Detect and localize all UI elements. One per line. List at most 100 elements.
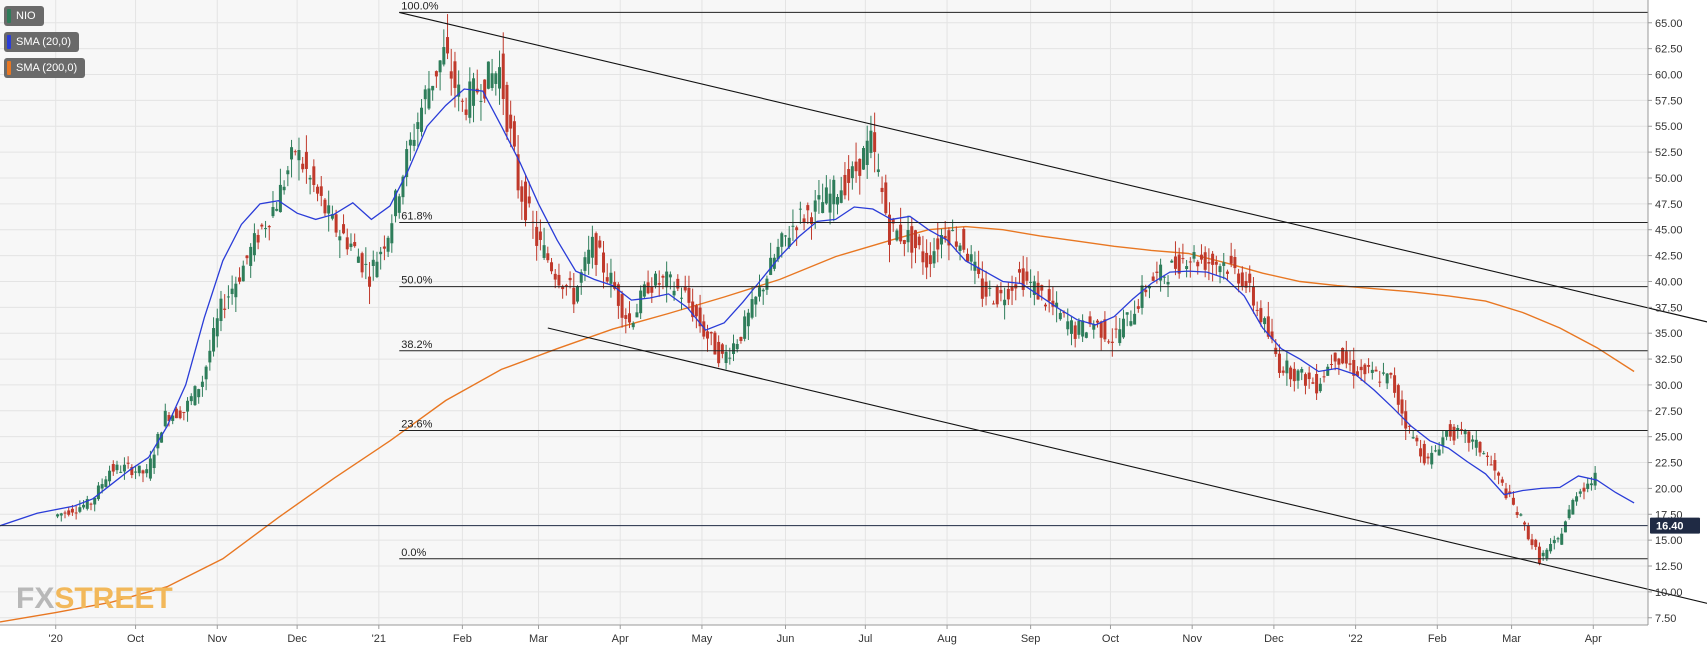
candle-body xyxy=(557,274,561,286)
candle-body xyxy=(1303,374,1307,386)
legend-label-sma20: SMA (20,0) xyxy=(16,36,72,48)
candle-body xyxy=(1575,496,1579,502)
candle-body xyxy=(304,151,308,169)
candle-body xyxy=(746,312,750,327)
candle-body xyxy=(1333,352,1337,362)
candle-body xyxy=(1378,381,1382,383)
candle-body xyxy=(1218,266,1222,273)
candle-body xyxy=(1415,437,1419,442)
candle-body xyxy=(873,132,877,152)
candle-body xyxy=(130,467,134,476)
candle-body xyxy=(750,299,754,318)
candle-body xyxy=(1214,261,1218,265)
candle-body xyxy=(1337,358,1341,365)
fib-label: 61.8% xyxy=(401,210,432,222)
x-tick-label: Feb xyxy=(1428,633,1447,645)
candle-body xyxy=(1185,266,1189,270)
candle-body xyxy=(241,265,245,282)
y-tick-label: 12.50 xyxy=(1655,561,1683,573)
candles xyxy=(56,14,1597,566)
candle-body xyxy=(564,285,568,287)
candle-body xyxy=(583,257,587,271)
x-tick-label: Jun xyxy=(777,633,795,645)
candle-body xyxy=(460,100,464,102)
candle-body xyxy=(1437,449,1441,456)
candle-body xyxy=(1207,261,1211,264)
candle-body xyxy=(732,343,736,355)
candle-body xyxy=(538,231,542,240)
candle-body xyxy=(1419,448,1423,457)
candle-body xyxy=(702,321,706,337)
candle-body xyxy=(1244,280,1248,288)
candle-body xyxy=(806,205,810,211)
candle-body xyxy=(1407,425,1411,427)
candle-body xyxy=(334,214,338,233)
candle-body xyxy=(843,174,847,196)
candle-body xyxy=(486,61,490,89)
y-tick-label: 27.50 xyxy=(1655,406,1683,418)
candle-body xyxy=(1348,363,1352,365)
candle-body xyxy=(316,186,320,194)
candle-body xyxy=(371,259,375,266)
candle-body xyxy=(1066,321,1070,330)
legend-item-sma20[interactable]: SMA (20,0) xyxy=(4,32,80,52)
candle-body xyxy=(1025,271,1029,281)
candle-body xyxy=(568,277,572,281)
y-tick-label: 62.50 xyxy=(1655,44,1683,56)
candle-body xyxy=(56,514,60,517)
x-tick-label: Aug xyxy=(937,633,957,645)
candle-body xyxy=(680,297,684,299)
candle-body xyxy=(1400,399,1404,414)
candle-body xyxy=(163,410,167,427)
candle-body xyxy=(780,233,784,247)
candle-body xyxy=(356,256,360,263)
candle-body xyxy=(282,186,286,191)
candle-body xyxy=(1359,366,1363,371)
candle-body xyxy=(1511,497,1515,505)
candle-body xyxy=(1385,373,1389,384)
candle-body xyxy=(821,202,825,214)
candle-body xyxy=(958,245,962,251)
candle-body xyxy=(1069,320,1073,334)
y-tick-label: 60.00 xyxy=(1655,70,1683,82)
nio-swatch xyxy=(7,9,11,23)
candle-body xyxy=(1426,456,1430,459)
candle-body xyxy=(1489,464,1493,466)
candle-body xyxy=(171,415,175,421)
candle-body xyxy=(1144,289,1148,293)
candle-body xyxy=(1459,429,1463,431)
candle-body xyxy=(1199,254,1203,260)
candle-body xyxy=(193,386,197,406)
candle-body xyxy=(709,331,713,334)
legend-item-nio[interactable]: NIO xyxy=(4,6,44,26)
candle-body xyxy=(954,241,958,247)
candle-body xyxy=(917,236,921,246)
candle-body xyxy=(74,512,78,514)
candle-body xyxy=(1523,522,1527,525)
candle-body xyxy=(1567,509,1571,519)
candle-body xyxy=(252,233,256,256)
candle-body xyxy=(1463,430,1467,435)
legend-label-nio: NIO xyxy=(16,10,36,22)
candle-body xyxy=(390,223,394,244)
candle-body xyxy=(654,273,658,286)
candle-body xyxy=(490,73,494,88)
candle-body xyxy=(876,169,880,173)
candle-body xyxy=(546,253,550,261)
candle-body xyxy=(323,199,327,214)
legend-item-sma200[interactable]: SMA (200,0) xyxy=(4,58,86,78)
y-tick-label: 65.00 xyxy=(1655,18,1683,30)
candle-body xyxy=(189,396,193,402)
candle-body xyxy=(739,336,743,341)
candle-body xyxy=(1177,254,1181,274)
candle-body xyxy=(1578,491,1582,494)
candle-body xyxy=(858,158,862,176)
candle-body xyxy=(999,289,1003,294)
y-tick-label: 45.00 xyxy=(1655,225,1683,237)
candle-body xyxy=(1263,318,1267,325)
candle-body xyxy=(713,332,717,355)
candle-body xyxy=(301,163,305,170)
candle-body xyxy=(1055,302,1059,308)
